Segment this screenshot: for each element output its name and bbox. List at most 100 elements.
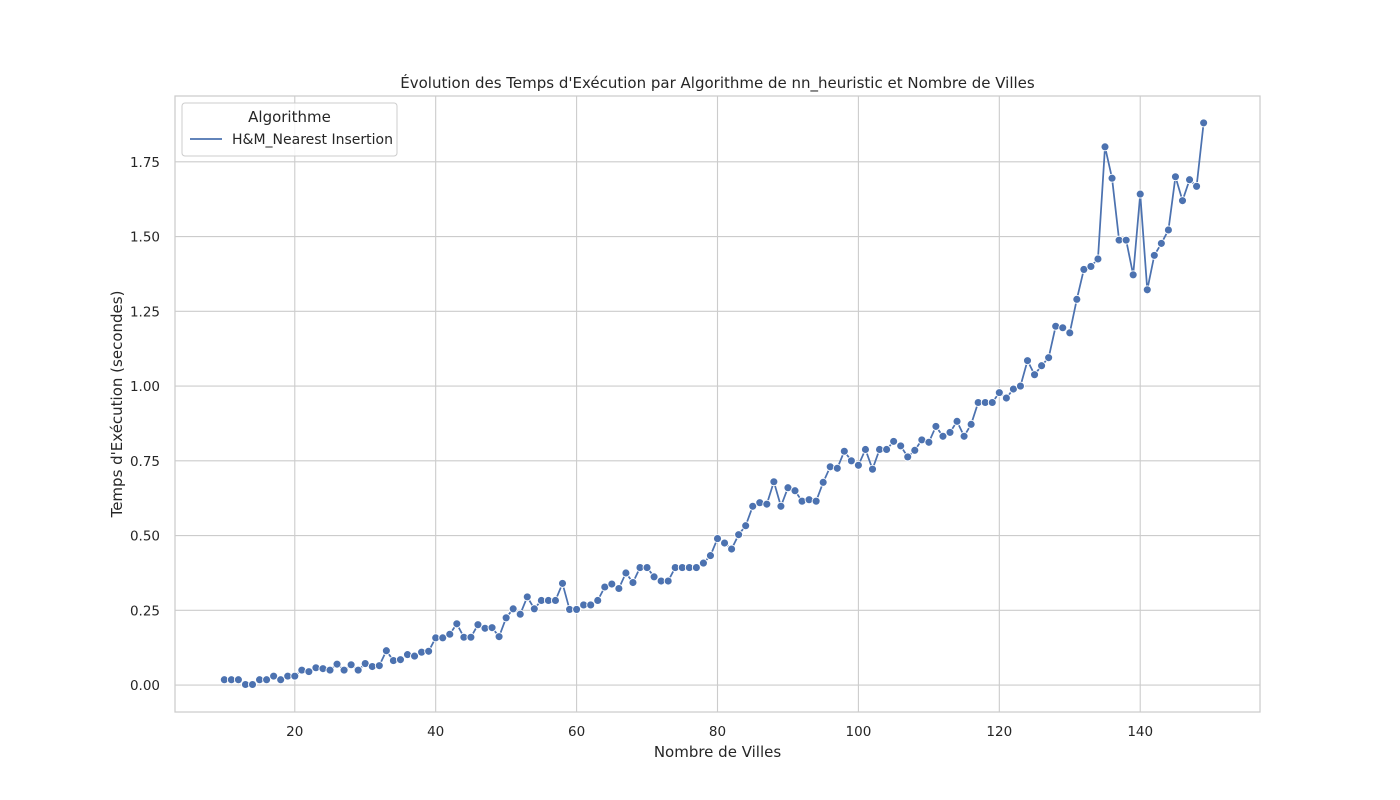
data-point	[946, 428, 954, 436]
data-point	[354, 666, 362, 674]
data-point	[333, 660, 341, 668]
data-point	[988, 399, 996, 407]
y-tick-label: 1.00	[130, 379, 160, 395]
data-point	[467, 633, 475, 641]
data-point	[819, 478, 827, 486]
x-tick-label: 100	[846, 724, 872, 740]
data-point	[523, 593, 531, 601]
data-point	[932, 422, 940, 430]
data-point	[1143, 286, 1151, 294]
y-tick-label: 1.75	[130, 155, 160, 171]
data-point	[692, 564, 700, 572]
x-tick-label: 120	[986, 724, 1012, 740]
data-point	[453, 620, 461, 628]
data-point	[650, 573, 658, 581]
data-point	[854, 461, 862, 469]
data-point	[587, 601, 595, 609]
y-tick-label: 1.25	[130, 304, 160, 320]
data-point	[770, 478, 778, 486]
data-point	[699, 559, 707, 567]
data-point	[488, 624, 496, 632]
chart-title: Évolution des Temps d'Exécution par Algo…	[400, 73, 1035, 93]
data-point	[1087, 262, 1095, 270]
data-point	[728, 545, 736, 553]
data-point	[425, 647, 433, 655]
data-point	[1038, 362, 1046, 370]
data-point	[791, 487, 799, 495]
data-point	[643, 564, 651, 572]
data-point	[953, 417, 961, 425]
data-point	[967, 420, 975, 428]
data-point	[1136, 190, 1144, 198]
data-point	[1164, 226, 1172, 234]
data-point	[396, 656, 404, 664]
data-point	[495, 633, 503, 641]
data-point	[1150, 251, 1158, 259]
data-point	[234, 676, 242, 684]
data-point	[594, 596, 602, 604]
data-point	[812, 497, 820, 505]
data-point	[1066, 329, 1074, 337]
data-point	[509, 605, 517, 613]
x-tick-label: 80	[709, 724, 726, 740]
x-tick-label: 20	[286, 724, 303, 740]
data-point	[516, 610, 524, 618]
data-point	[735, 531, 743, 539]
data-point	[869, 465, 877, 473]
data-point	[615, 585, 623, 593]
x-tick-label: 40	[427, 724, 444, 740]
data-point	[1073, 295, 1081, 303]
data-point	[1186, 176, 1194, 184]
data-point	[622, 569, 630, 577]
data-point	[742, 522, 750, 530]
data-point	[551, 596, 559, 604]
data-point	[559, 579, 567, 587]
data-point	[1171, 173, 1179, 181]
data-point	[840, 447, 848, 455]
data-point	[706, 552, 714, 560]
data-point	[1179, 197, 1187, 205]
data-point	[847, 457, 855, 465]
data-point	[249, 680, 257, 688]
data-point	[777, 502, 785, 510]
data-point	[629, 579, 637, 587]
data-point	[890, 437, 898, 445]
x-tick-label: 60	[568, 724, 585, 740]
data-point	[347, 661, 355, 669]
data-point	[664, 577, 672, 585]
data-point	[1101, 143, 1109, 151]
data-point	[446, 630, 454, 638]
legend-title: Algorithme	[248, 108, 331, 126]
y-tick-label: 1.50	[130, 230, 160, 246]
data-point	[1031, 371, 1039, 379]
data-point	[721, 539, 729, 547]
data-point	[382, 647, 390, 655]
data-point	[1129, 271, 1137, 279]
data-point	[714, 535, 722, 543]
data-point	[1002, 394, 1010, 402]
data-point	[326, 666, 334, 674]
legend-entry-label: H&M_Nearest Insertion	[232, 132, 393, 148]
data-point	[340, 666, 348, 674]
legend: Algorithme H&M_Nearest Insertion	[182, 103, 397, 156]
data-point	[1059, 324, 1067, 332]
data-point	[502, 614, 510, 622]
x-tick-label: 140	[1127, 724, 1153, 740]
y-tick-label: 0.00	[130, 678, 160, 694]
data-point	[530, 605, 538, 613]
data-point	[897, 442, 905, 450]
data-point	[911, 446, 919, 454]
data-point	[925, 438, 933, 446]
y-tick-label: 0.50	[130, 529, 160, 545]
data-point	[1094, 255, 1102, 263]
data-point	[1122, 236, 1130, 244]
data-point	[904, 453, 912, 461]
data-point	[960, 432, 968, 440]
data-point	[1157, 239, 1165, 247]
data-point	[861, 445, 869, 453]
data-point	[1045, 354, 1053, 362]
data-point	[883, 445, 891, 453]
data-point	[1024, 357, 1032, 365]
data-point	[1200, 119, 1208, 127]
